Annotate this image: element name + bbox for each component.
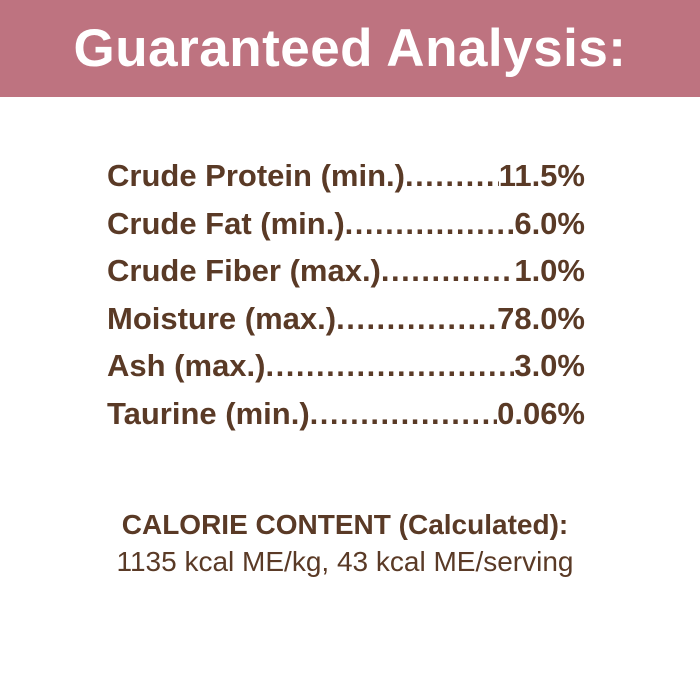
analysis-table: Crude Protein (min.) ...................… [107,152,585,437]
dot-leader: ........................................… [309,395,497,431]
row-label: Taurine (min.) [107,395,310,431]
row-value: 1.0% [514,253,585,288]
row-label: Crude Fiber (max.) [107,253,381,288]
row-value: 3.0% [514,348,585,383]
analysis-row-crude-fiber: Crude Fiber (max.) .....................… [107,247,585,295]
row-value: 0.06% [497,395,585,431]
dot-leader: ........................................… [336,300,498,336]
analysis-row-ash: Ash (max.) .............................… [107,342,585,390]
analysis-row-moisture: Moisture (max.) ........................… [107,295,585,343]
dot-leader: ........................................… [404,158,499,193]
dot-leader: ........................................… [380,253,514,288]
page-title: Guaranteed Analysis: [73,19,627,78]
header-bar: Guaranteed Analysis: [0,0,700,97]
row-value: 11.5% [498,158,585,193]
analysis-row-crude-fat: Crude Fat (min.) .......................… [107,200,585,248]
row-value: 78.0% [497,300,585,336]
dot-leader: ........................................… [265,348,514,383]
row-label: Crude Protein (min.) [107,158,405,193]
analysis-row-crude-protein: Crude Protein (min.) ...................… [107,152,585,200]
calorie-heading: CALORIE CONTENT (Calculated): [121,509,569,540]
row-value: 6.0% [514,205,585,241]
row-label: Moisture (max.) [107,300,337,336]
row-label: Ash (max.) [107,348,266,383]
analysis-row-taurine: Taurine (min.) .........................… [107,390,585,438]
dot-leader: ........................................… [344,205,515,241]
calorie-section: CALORIE CONTENT (Calculated): 1135 kcal … [0,508,690,579]
calorie-detail: 1135 kcal ME/kg, 43 kcal ME/serving [116,546,574,577]
row-label: Crude Fat (min.) [107,205,345,241]
